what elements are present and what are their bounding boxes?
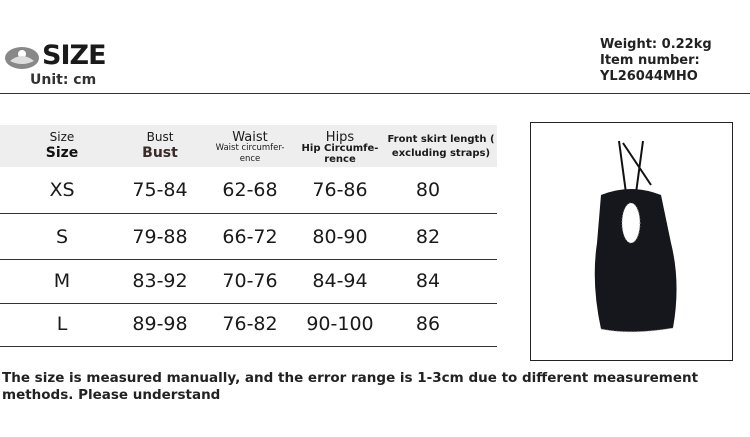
column-header: Hips bbox=[325, 130, 355, 145]
row-divider bbox=[0, 213, 497, 214]
table-cell: M bbox=[53, 270, 71, 292]
product-photo bbox=[530, 122, 733, 361]
column-header: Waist bbox=[232, 130, 268, 145]
title: SIZE bbox=[42, 40, 107, 71]
table-cell: 80-90 bbox=[312, 226, 368, 248]
table-cell: 79-88 bbox=[132, 226, 188, 248]
column-header: excluding straps) bbox=[391, 148, 491, 159]
weight: Weight: 0.22kg bbox=[600, 37, 712, 52]
column-subheader: Bust bbox=[142, 145, 178, 161]
column-header: Size bbox=[49, 130, 75, 144]
table-cell: 76-82 bbox=[222, 313, 278, 335]
table-cell: 66-72 bbox=[222, 226, 278, 248]
table-cell: S bbox=[55, 226, 69, 248]
table-cell: 86 bbox=[415, 313, 441, 335]
divider bbox=[0, 93, 750, 94]
column-subheader: Waist circumfer-ence bbox=[215, 143, 285, 164]
table-cell: 84-94 bbox=[312, 270, 368, 292]
table-cell: 70-76 bbox=[222, 270, 278, 292]
column-header: Front skirt length ( bbox=[387, 134, 495, 145]
table-cell: 83-92 bbox=[132, 270, 188, 292]
item-number-label: Item number: bbox=[600, 53, 700, 68]
row-divider bbox=[0, 303, 497, 304]
table-cell: 76-86 bbox=[312, 179, 368, 201]
table-cell: 84 bbox=[415, 270, 441, 292]
table-cell: 89-98 bbox=[132, 313, 188, 335]
table-cell: 90-100 bbox=[306, 313, 374, 335]
table-cell: 75-84 bbox=[132, 179, 188, 201]
table-header bbox=[0, 125, 497, 167]
table-cell: 62-68 bbox=[222, 179, 278, 201]
column-header: Bust bbox=[146, 130, 174, 144]
table-cell: 80 bbox=[415, 179, 441, 201]
table-cell: XS bbox=[49, 179, 75, 201]
table-cell: L bbox=[56, 313, 68, 335]
dress-image bbox=[594, 140, 677, 333]
note: The size is measured manually, and the e… bbox=[2, 370, 699, 403]
column-subheader: Hip Circumfe-rence bbox=[301, 143, 379, 165]
logo-icon bbox=[5, 47, 39, 69]
table-cell: 82 bbox=[415, 226, 441, 248]
row-divider bbox=[0, 259, 497, 260]
row-divider bbox=[0, 346, 497, 347]
unit: Unit: cm bbox=[30, 72, 97, 88]
column-subheader: Size bbox=[45, 145, 79, 161]
item-number: YL26044MHO bbox=[600, 69, 698, 84]
